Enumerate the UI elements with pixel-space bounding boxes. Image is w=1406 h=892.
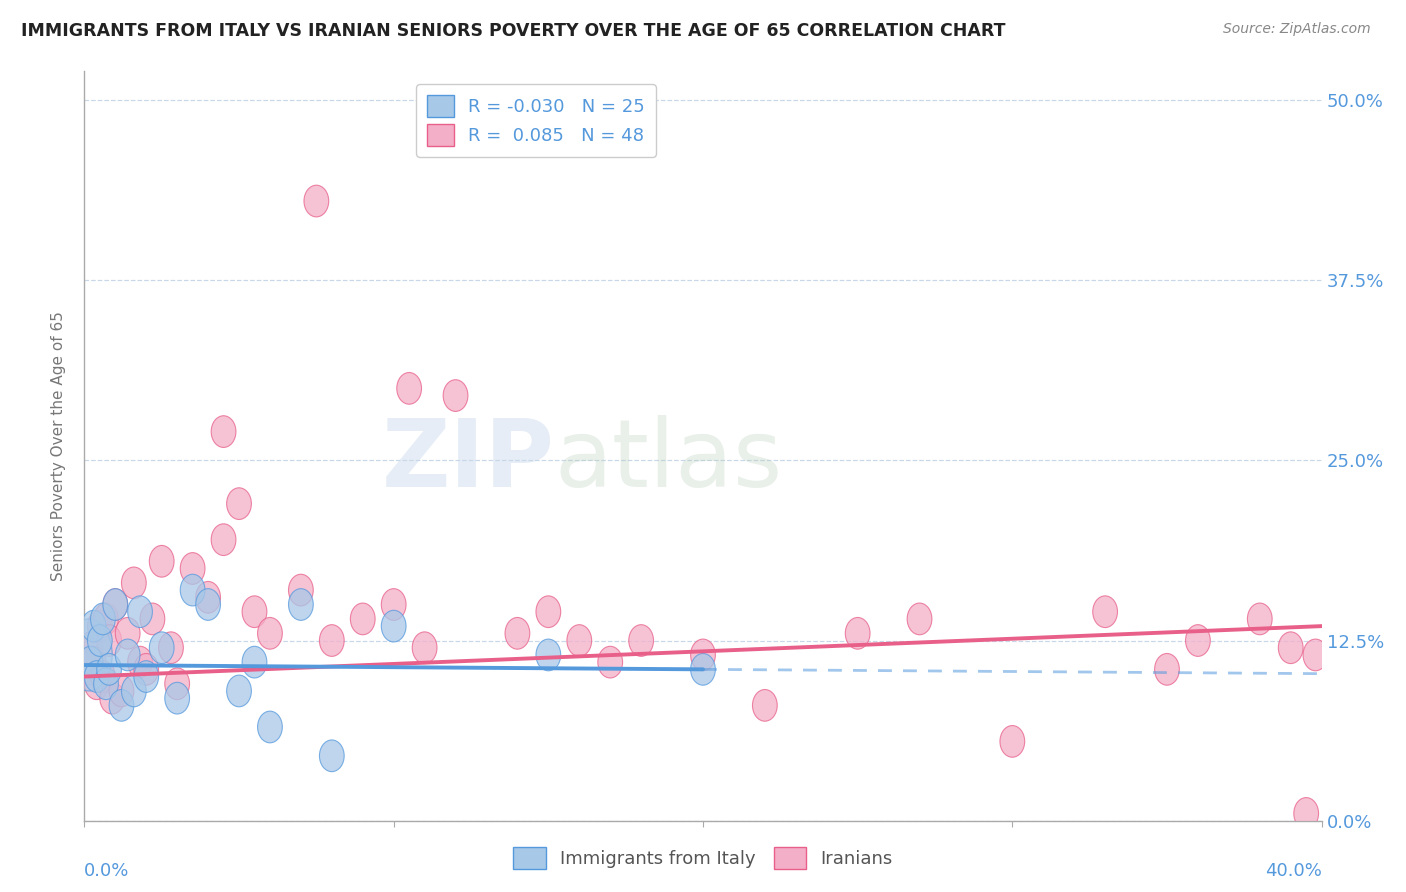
Ellipse shape [381,589,406,620]
Ellipse shape [211,416,236,448]
Ellipse shape [121,675,146,706]
Ellipse shape [79,647,103,678]
Ellipse shape [226,488,252,519]
Ellipse shape [412,632,437,664]
Ellipse shape [87,624,112,657]
Ellipse shape [115,617,141,649]
Ellipse shape [907,603,932,635]
Ellipse shape [134,661,159,692]
Ellipse shape [121,567,146,599]
Ellipse shape [149,632,174,664]
Ellipse shape [195,582,221,613]
Ellipse shape [180,574,205,606]
Ellipse shape [128,596,152,628]
Text: 0.0%: 0.0% [84,862,129,880]
Ellipse shape [752,690,778,722]
Ellipse shape [115,639,141,671]
Ellipse shape [82,610,105,642]
Ellipse shape [505,617,530,649]
Ellipse shape [110,690,134,722]
Ellipse shape [97,624,121,657]
Text: ZIP: ZIP [381,415,554,507]
Ellipse shape [149,545,174,577]
Ellipse shape [103,589,128,620]
Ellipse shape [288,574,314,606]
Ellipse shape [845,617,870,649]
Ellipse shape [1303,639,1327,671]
Ellipse shape [134,654,159,685]
Ellipse shape [381,610,406,642]
Ellipse shape [288,589,314,620]
Ellipse shape [319,740,344,772]
Ellipse shape [319,624,344,657]
Legend: R = -0.030   N = 25, R =  0.085   N = 48: R = -0.030 N = 25, R = 0.085 N = 48 [416,84,657,157]
Text: Source: ZipAtlas.com: Source: ZipAtlas.com [1223,22,1371,37]
Ellipse shape [82,647,105,678]
Ellipse shape [94,668,118,699]
Ellipse shape [536,639,561,671]
Ellipse shape [242,596,267,628]
Ellipse shape [97,654,121,685]
Ellipse shape [567,624,592,657]
Text: 40.0%: 40.0% [1265,862,1322,880]
Ellipse shape [165,668,190,699]
Ellipse shape [100,682,125,714]
Legend: Immigrants from Italy, Iranians: Immigrants from Italy, Iranians [506,839,900,876]
Ellipse shape [211,524,236,556]
Ellipse shape [350,603,375,635]
Ellipse shape [242,647,267,678]
Ellipse shape [79,632,103,664]
Ellipse shape [180,553,205,584]
Ellipse shape [443,380,468,411]
Ellipse shape [628,624,654,657]
Ellipse shape [396,373,422,404]
Ellipse shape [226,675,252,706]
Ellipse shape [103,589,128,620]
Ellipse shape [598,647,623,678]
Ellipse shape [304,186,329,217]
Ellipse shape [1278,632,1303,664]
Ellipse shape [257,617,283,649]
Ellipse shape [128,647,152,678]
Ellipse shape [195,589,221,620]
Ellipse shape [536,596,561,628]
Ellipse shape [1000,725,1025,757]
Ellipse shape [1092,596,1118,628]
Ellipse shape [66,619,112,691]
Y-axis label: Seniors Poverty Over the Age of 65: Seniors Poverty Over the Age of 65 [51,311,66,581]
Ellipse shape [159,632,183,664]
Ellipse shape [75,654,100,685]
Ellipse shape [1294,797,1319,830]
Ellipse shape [257,711,283,743]
Ellipse shape [90,603,115,635]
Ellipse shape [84,661,110,692]
Ellipse shape [110,675,134,706]
Text: atlas: atlas [554,415,783,507]
Ellipse shape [165,682,190,714]
Ellipse shape [94,603,118,635]
Ellipse shape [141,603,165,635]
Ellipse shape [1247,603,1272,635]
Ellipse shape [90,661,115,692]
Ellipse shape [1154,654,1180,685]
Ellipse shape [690,639,716,671]
Ellipse shape [87,610,112,642]
Ellipse shape [1185,624,1211,657]
Ellipse shape [690,654,716,685]
Ellipse shape [84,668,110,699]
Text: IMMIGRANTS FROM ITALY VS IRANIAN SENIORS POVERTY OVER THE AGE OF 65 CORRELATION : IMMIGRANTS FROM ITALY VS IRANIAN SENIORS… [21,22,1005,40]
